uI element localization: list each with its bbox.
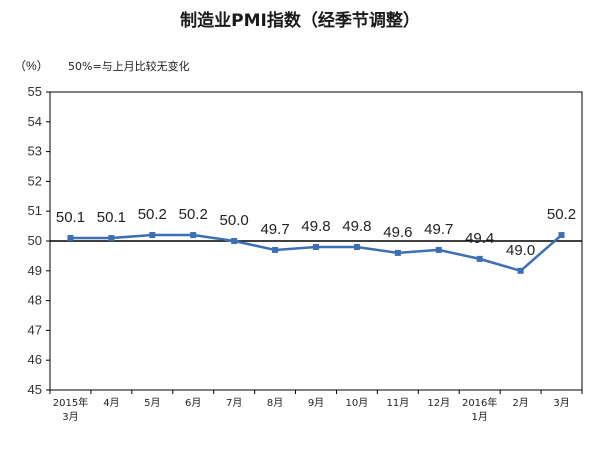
x-tick-label: 2015年 3月 xyxy=(53,396,88,423)
x-tick-label: 7月 xyxy=(226,397,242,409)
x-tick-label: 12月 xyxy=(427,397,450,409)
x-tick-label-line: 10月 xyxy=(346,397,369,409)
x-tick-label-line: 6月 xyxy=(185,397,201,409)
data-label: 49.8 xyxy=(301,218,330,235)
x-tick-label-line: 3月 xyxy=(62,411,78,423)
x-tick-label-line: 11月 xyxy=(386,397,409,409)
data-point-marker xyxy=(149,232,156,239)
chart-title: 制造业PMI指数（经季节调整） xyxy=(180,11,420,31)
data-label: 49.6 xyxy=(383,224,412,241)
data-label: 50.0 xyxy=(220,212,249,229)
x-tick-label: 11月 xyxy=(386,397,409,409)
data-label: 50.2 xyxy=(138,206,167,223)
data-label: 49.4 xyxy=(465,230,494,247)
x-axis: 2015年 3月 4月 5月 6月 7月 8月 9月 10月 11月 12月 2016年 1月 2月 3月 xyxy=(49,390,583,423)
data-point-marker xyxy=(108,235,115,242)
data-point-marker xyxy=(517,267,524,274)
data-label: 50.2 xyxy=(179,206,208,223)
x-tick-label: 2月 xyxy=(512,397,528,409)
data-label: 50.1 xyxy=(56,209,85,226)
y-tick-label: 51 xyxy=(28,203,42,218)
y-axis: 45 46 47 48 49 50 51 52 53 54 55 xyxy=(28,84,50,397)
x-tick-label: 5月 xyxy=(144,397,160,409)
y-tick-label: 55 xyxy=(28,84,42,99)
data-point-marker xyxy=(313,243,319,250)
data-point-marker xyxy=(394,249,401,256)
y-tick-label: 49 xyxy=(28,263,42,278)
data-label: 49.8 xyxy=(342,218,371,235)
data-point-marker xyxy=(435,246,442,253)
x-tick-label-line: 1月 xyxy=(472,411,488,423)
data-point-marker xyxy=(231,238,238,244)
x-tick-label: 10月 xyxy=(346,397,369,409)
data-label: 49.7 xyxy=(424,221,453,238)
data-label: 50.1 xyxy=(97,209,126,226)
data-labels: 50.1 50.1 50.2 50.2 50.0 49.7 49.8 49.8 49.6 49.7… xyxy=(56,206,576,259)
x-tick-label-line: 3月 xyxy=(553,397,569,409)
y-tick-label: 53 xyxy=(28,144,42,159)
data-point-marker xyxy=(353,243,360,250)
y-tick-label: 48 xyxy=(28,293,42,308)
data-label: 49.0 xyxy=(506,242,535,259)
data-point-marker xyxy=(190,232,197,239)
x-tick-label-line: 2015年 xyxy=(53,396,88,409)
reference-note: 50%=与上月比较无变化 xyxy=(68,59,190,73)
data-label: 49.7 xyxy=(260,221,289,238)
x-tick-label: 9月 xyxy=(308,397,324,409)
data-point-marker xyxy=(67,235,74,242)
x-tick-label: 6月 xyxy=(185,397,201,409)
data-point-marker xyxy=(558,232,565,239)
y-tick-label: 47 xyxy=(28,322,42,337)
x-tick-label-line: 5月 xyxy=(144,397,160,409)
y-tick-label: 54 xyxy=(28,114,42,129)
x-tick-label: 8月 xyxy=(267,397,283,409)
data-point-marker xyxy=(476,255,483,262)
x-tick-label-line: 8月 xyxy=(267,397,283,409)
series-markers xyxy=(67,232,565,274)
data-point-marker xyxy=(272,246,279,253)
x-tick-label-line: 2016年 xyxy=(462,396,497,409)
x-tick-label-line: 2月 xyxy=(512,397,528,409)
y-tick-label: 50 xyxy=(28,233,42,248)
x-tick-label: 4月 xyxy=(103,397,119,409)
x-tick-label-line: 12月 xyxy=(427,397,450,409)
x-tick-label: 2016年 1月 xyxy=(462,396,497,423)
x-tick-label-line: 4月 xyxy=(103,397,119,409)
y-tick-label: 46 xyxy=(28,352,42,367)
x-tick-label: 3月 xyxy=(553,397,569,409)
y-tick-label: 52 xyxy=(28,173,42,188)
y-tick-label: 45 xyxy=(28,382,42,397)
x-tick-label-line: 7月 xyxy=(226,397,242,409)
x-tick-label-line: 9月 xyxy=(308,397,324,409)
data-label: 50.2 xyxy=(547,206,576,223)
y-axis-unit-label: （%） xyxy=(14,59,49,73)
